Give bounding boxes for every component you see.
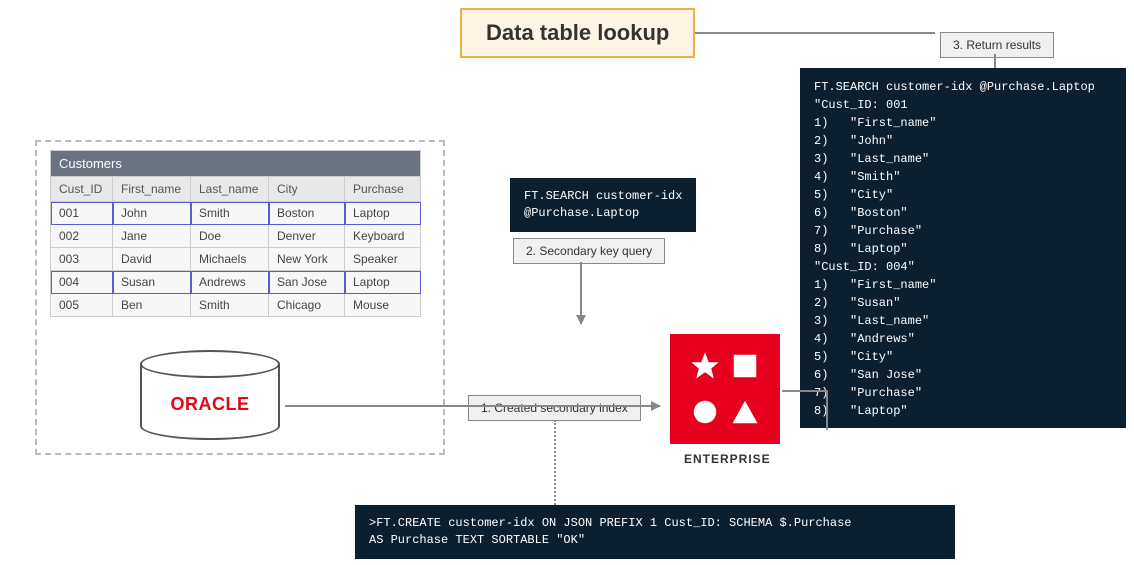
col-header: Purchase	[345, 177, 421, 202]
table-cell: 004	[51, 271, 113, 294]
table-cell: Smith	[191, 202, 269, 225]
table-cell: John	[113, 202, 191, 225]
table-cell: Andrews	[191, 271, 269, 294]
table-cell: Ben	[113, 294, 191, 317]
table-cell: 003	[51, 248, 113, 271]
table-cell: Mouse	[345, 294, 421, 317]
table-cell: Jane	[113, 225, 191, 248]
table-cell: New York	[269, 248, 345, 271]
create-index-terminal: >FT.CREATE customer-idx ON JSON PREFIX 1…	[355, 505, 955, 559]
table-row: 004SusanAndrewsSan JoseLaptop	[51, 271, 421, 294]
col-header: Last_name	[191, 177, 269, 202]
table-cell: 002	[51, 225, 113, 248]
table-cell: David	[113, 248, 191, 271]
oracle-db-icon: ORACLE	[140, 350, 280, 440]
table-cell: Speaker	[345, 248, 421, 271]
diagram-title: Data table lookup	[460, 8, 695, 58]
connector-enterprise-right-v	[826, 390, 828, 430]
table-cell: Chicago	[269, 294, 345, 317]
connector-title-step3	[695, 32, 935, 34]
step-2-box: 2. Secondary key query	[513, 238, 665, 264]
table-cell: Laptop	[345, 271, 421, 294]
arrow-oracle-to-enterprise	[285, 405, 660, 407]
customers-table: CustomersCust_IDFirst_nameLast_nameCityP…	[50, 150, 421, 317]
star-icon	[690, 351, 720, 381]
table-cell: Susan	[113, 271, 191, 294]
col-header: Cust_ID	[51, 177, 113, 202]
connector-enterprise-right-h	[782, 390, 826, 392]
table-cell: Laptop	[345, 202, 421, 225]
step-3-box: 3. Return results	[940, 32, 1054, 58]
table-cell: Boston	[269, 202, 345, 225]
col-header: First_name	[113, 177, 191, 202]
table-cell: San Jose	[269, 271, 345, 294]
table-row: 003DavidMichaelsNew YorkSpeaker	[51, 248, 421, 271]
dotted-connector-create	[554, 420, 556, 505]
step-1-box: 1. Created secondary index	[468, 395, 641, 421]
table-cell: Smith	[191, 294, 269, 317]
triangle-icon	[730, 397, 760, 427]
enterprise-icon	[670, 334, 780, 444]
table-cell: Michaels	[191, 248, 269, 271]
oracle-label: ORACLE	[171, 394, 250, 415]
table-cell: 001	[51, 202, 113, 225]
connector-step3-down	[994, 54, 996, 68]
table-row: 001JohnSmithBostonLaptop	[51, 202, 421, 225]
table-cell: Keyboard	[345, 225, 421, 248]
table-row: 002JaneDoeDenverKeyboard	[51, 225, 421, 248]
table-cell: Doe	[191, 225, 269, 248]
col-header: City	[269, 177, 345, 202]
table-row: 005BenSmithChicagoMouse	[51, 294, 421, 317]
table-cell: Denver	[269, 225, 345, 248]
enterprise-label: ENTERPRISE	[684, 452, 771, 466]
table-cell: 005	[51, 294, 113, 317]
query-terminal: FT.SEARCH customer-idx @Purchase.Laptop	[510, 178, 696, 232]
circle-icon	[690, 397, 720, 427]
table-caption: Customers	[51, 151, 421, 177]
results-terminal: FT.SEARCH customer-idx @Purchase.Laptop …	[800, 68, 1126, 428]
arrow-step2-down	[580, 262, 582, 324]
square-icon	[730, 351, 760, 381]
